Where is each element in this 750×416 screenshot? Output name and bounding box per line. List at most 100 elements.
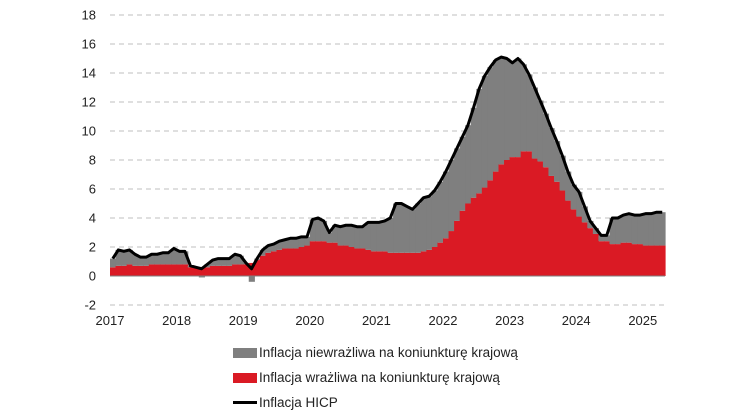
bar-sensitive <box>204 267 211 276</box>
legend-label-insensitive: Inflacja niewrażliwa na koniunkturę kraj… <box>259 345 518 360</box>
bar-sensitive <box>126 264 133 276</box>
bar-sensitive <box>393 252 400 276</box>
bar-sensitive <box>653 245 661 276</box>
bar-insensitive <box>154 254 161 265</box>
bar-sensitive <box>315 241 322 276</box>
bar-insensitive <box>276 241 283 250</box>
y-tick-label: 18 <box>82 8 96 23</box>
bar-sensitive <box>176 264 183 276</box>
bar-insensitive <box>526 74 533 152</box>
legend-item-insensitive: Inflacja niewrażliwa na koniunkturę kraj… <box>233 340 518 365</box>
bar-sensitive <box>498 164 505 276</box>
bar-insensitive <box>487 67 494 181</box>
hicp-line <box>111 55 663 271</box>
bar-sensitive <box>598 241 605 276</box>
bar-insensitive <box>248 276 255 282</box>
bar-insensitive <box>659 212 666 246</box>
bar-insensitive <box>603 235 611 242</box>
bar-insensitive <box>320 220 328 242</box>
bar-insensitive <box>470 107 477 198</box>
bar-insensitive <box>393 203 400 253</box>
bar-sensitive <box>365 249 372 276</box>
y-tick-label: 16 <box>82 37 96 52</box>
bar-insensitive <box>504 58 511 160</box>
y-tick-label: 14 <box>82 66 96 81</box>
bar-insensitive <box>509 62 516 158</box>
bar-insensitive <box>492 59 500 172</box>
legend-line-black <box>233 401 257 404</box>
x-tick-label: 2017 <box>96 313 125 328</box>
bar-sensitive <box>171 264 178 276</box>
bar-sensitive <box>121 265 128 276</box>
bar-sensitive <box>448 231 455 276</box>
bar-insensitive <box>465 125 472 204</box>
y-tick-label: 6 <box>89 182 96 197</box>
bar-insensitive <box>359 226 366 249</box>
bar-insensitive <box>137 257 144 266</box>
bar-insensitive <box>548 128 555 176</box>
bar-sensitive <box>332 242 339 276</box>
bar-sensitive <box>559 190 566 276</box>
bar-insensitive <box>332 225 339 243</box>
bar-insensitive <box>198 276 205 278</box>
y-tick-label: 10 <box>82 124 96 139</box>
bar-insensitive <box>337 226 344 246</box>
x-tick-label: 2019 <box>229 313 258 328</box>
bar-sensitive <box>110 267 117 276</box>
bar-sensitive <box>293 248 300 276</box>
bar-insensitive <box>182 251 189 265</box>
bar-sensitive <box>476 193 483 276</box>
bar-insensitive <box>515 58 522 158</box>
bar-insensitive <box>387 218 394 253</box>
bar-insensitive <box>315 218 322 242</box>
legend-item-hicp: Inflacja HICP <box>233 390 518 415</box>
bar-insensitive <box>576 191 583 217</box>
bar-sensitive <box>143 265 150 276</box>
bar-insensitive <box>381 220 389 252</box>
chart-legend: Inflacja niewrażliwa na koniunkturę kraj… <box>233 340 518 415</box>
bar-insensitive <box>365 222 372 250</box>
hicp-line-layer <box>111 55 663 271</box>
bar-insensitive <box>409 209 416 253</box>
bar-sensitive <box>431 247 439 276</box>
bar-sensitive <box>603 241 611 276</box>
bar-insensitive <box>232 254 239 265</box>
bar-sensitive <box>565 200 572 276</box>
legend-swatch-grey <box>233 347 257 358</box>
bar-sensitive <box>137 265 144 276</box>
bar-insensitive <box>110 258 117 268</box>
axes: -2 0 2 4 6 8 10 12 14 16 18 2017 2018 2019 2020 2021 202… <box>82 8 665 328</box>
bar-sensitive <box>615 244 622 276</box>
bar-sensitive <box>581 222 588 276</box>
bar-sensitive <box>304 245 311 276</box>
bar-sensitive <box>320 241 328 276</box>
bar-sensitive <box>154 264 161 276</box>
bar-sensitive <box>165 264 172 276</box>
bar-insensitive <box>481 75 488 188</box>
bar-sensitive <box>515 157 522 276</box>
bar-insensitive <box>559 155 566 191</box>
y-tick-label: 8 <box>89 153 96 168</box>
bar-sensitive <box>376 251 383 276</box>
legend-swatch-red <box>233 372 257 383</box>
bar-insensitive <box>620 215 627 243</box>
bar-insensitive <box>498 57 505 165</box>
bar-sensitive <box>193 267 200 276</box>
bar-sensitive <box>481 187 488 276</box>
bar-sensitive <box>659 245 666 276</box>
bar-insensitive <box>159 252 167 265</box>
bar-insensitive <box>171 248 178 265</box>
bar-sensitive <box>232 264 239 276</box>
bar-insensitive <box>370 222 377 252</box>
bar-insensitive <box>282 239 289 249</box>
bar-sensitive <box>626 242 633 276</box>
bar-insensitive <box>554 141 561 182</box>
bar-insensitive <box>459 136 466 211</box>
bar-insensitive <box>287 238 294 249</box>
bar-insensitive <box>126 249 133 265</box>
bar-sensitive <box>159 264 167 276</box>
bar-sensitive <box>415 252 422 276</box>
bar-insensitive <box>581 206 588 223</box>
bar-sensitive <box>237 264 244 276</box>
bar-insensitive <box>265 245 272 253</box>
